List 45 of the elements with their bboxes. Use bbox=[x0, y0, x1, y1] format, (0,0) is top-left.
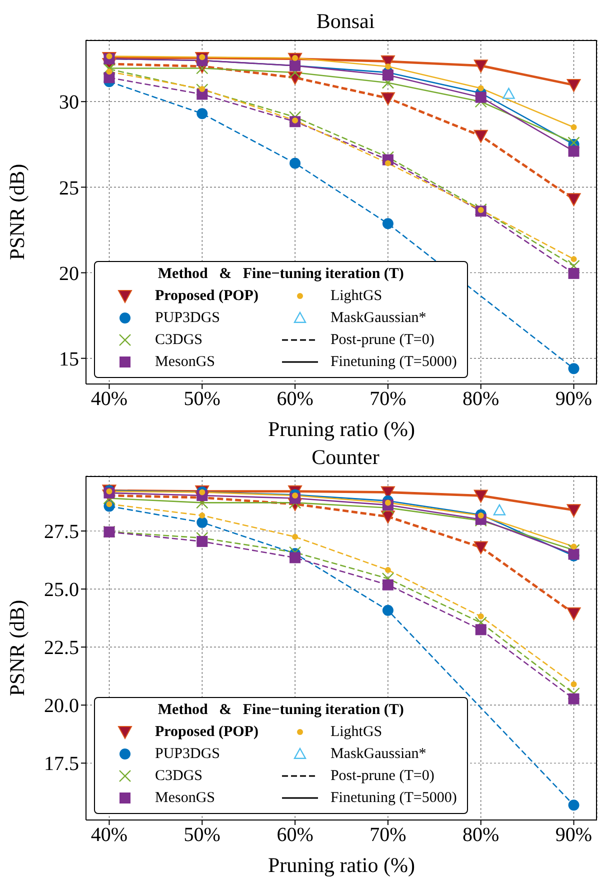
y-tick-label: 15 bbox=[59, 348, 79, 370]
y-tick-label: 22.5 bbox=[44, 637, 79, 660]
y-tick-label: 20 bbox=[59, 262, 79, 285]
legend-label: MaskGaussian* bbox=[330, 310, 426, 326]
x-tick-label: 70% bbox=[370, 388, 406, 410]
y-tick-label: 27.5 bbox=[44, 521, 79, 544]
x-tick-label: 90% bbox=[555, 388, 592, 410]
legend-label: MesonGS bbox=[155, 354, 216, 370]
x-tick-label: 80% bbox=[462, 388, 500, 410]
y-tick-label: 25.0 bbox=[44, 579, 79, 602]
x-tick-label: 40% bbox=[90, 824, 128, 846]
x-tick-label: 90% bbox=[555, 824, 592, 846]
x-tick-label: 50% bbox=[184, 824, 220, 846]
legend-title: Method & Fine−tuning iteration (T) bbox=[156, 702, 405, 719]
y-tick-label: 17.5 bbox=[44, 753, 79, 776]
annotation: Post-prune (T=0) bbox=[330, 332, 434, 348]
legend-label: Proposed (POP) bbox=[155, 288, 258, 304]
x-tick-label: 40% bbox=[90, 388, 128, 410]
annotation: Finetuning (T=5000) bbox=[330, 354, 457, 370]
y-axis-title: PSNR (dB) bbox=[5, 600, 29, 696]
x-axis-title: Pruning ratio (%) bbox=[268, 853, 415, 877]
chart-title: Bonsai bbox=[315, 8, 376, 34]
legend-label: C3DGS bbox=[155, 332, 203, 348]
x-axis-title: Pruning ratio (%) bbox=[268, 417, 415, 441]
legend-label: MesonGS bbox=[155, 790, 216, 806]
legend-label: Proposed (POP) bbox=[155, 724, 258, 740]
legend-label: LightGS bbox=[330, 724, 382, 740]
x-tick-label: 60% bbox=[276, 824, 314, 846]
annotation: Finetuning (T=5000) bbox=[330, 790, 457, 806]
legend-label: PUP3DGS bbox=[155, 310, 220, 326]
x-tick-label: 70% bbox=[370, 824, 406, 846]
x-tick-label: 50% bbox=[184, 388, 220, 410]
chart-title: Counter bbox=[310, 444, 380, 470]
x-tick-label: 80% bbox=[462, 824, 500, 846]
legend-label: C3DGS bbox=[155, 768, 203, 784]
annotation: Post-prune (T=0) bbox=[330, 768, 434, 784]
y-tick-label: 20.0 bbox=[44, 695, 79, 718]
y-tick-label: 25 bbox=[59, 177, 79, 200]
legend-label: PUP3DGS bbox=[155, 746, 220, 762]
y-tick-label: 30 bbox=[59, 92, 79, 114]
legend-label: LightGS bbox=[330, 288, 382, 304]
x-tick-label: 60% bbox=[276, 388, 314, 410]
legend-title: Method & Fine−tuning iteration (T) bbox=[156, 266, 405, 283]
y-axis-title: PSNR (dB) bbox=[5, 164, 29, 260]
legend-label: MaskGaussian* bbox=[330, 746, 426, 762]
